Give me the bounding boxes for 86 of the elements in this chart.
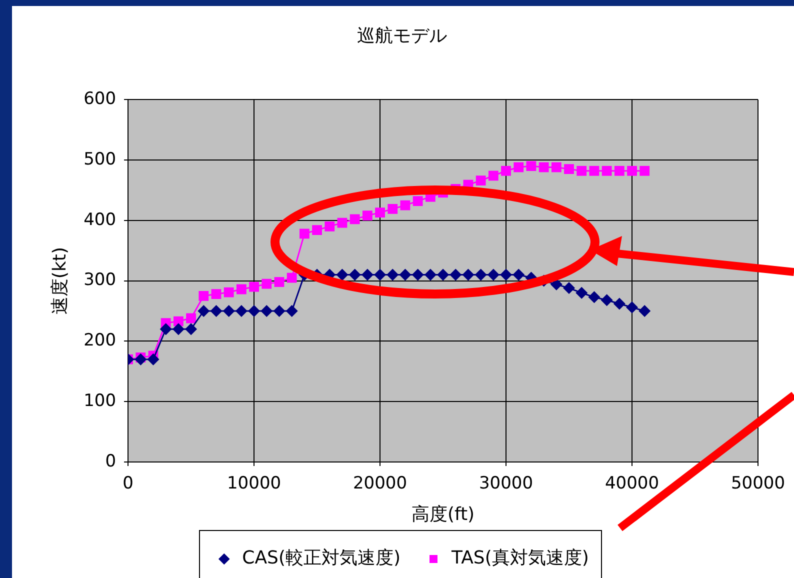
point — [324, 221, 335, 232]
point — [160, 323, 172, 336]
point — [614, 166, 624, 176]
x-tick-label: 30000 — [478, 474, 534, 494]
y-tick-label: 0 — [105, 451, 116, 472]
point — [348, 268, 361, 281]
point — [260, 305, 273, 317]
point — [386, 268, 399, 281]
point — [312, 225, 322, 236]
point — [286, 272, 297, 283]
point — [186, 313, 196, 324]
point — [375, 208, 385, 218]
point — [198, 305, 210, 317]
point — [361, 268, 374, 281]
point — [564, 164, 574, 174]
point — [235, 305, 248, 317]
point — [224, 287, 234, 298]
point — [462, 268, 474, 281]
point — [450, 268, 462, 281]
point — [210, 305, 222, 317]
y-tick-label: 200 — [84, 330, 116, 351]
point — [437, 268, 450, 281]
x-axis-title: 高度(ft) — [411, 504, 475, 525]
point — [488, 170, 498, 181]
y-tick-label: 300 — [84, 270, 116, 290]
x-tick-label: 50000 — [730, 474, 786, 494]
y-tick-label: 400 — [84, 210, 116, 230]
point — [613, 298, 626, 310]
point — [399, 268, 412, 281]
point — [626, 301, 638, 314]
point — [222, 305, 235, 317]
point — [299, 228, 310, 239]
point — [273, 305, 286, 317]
point — [286, 305, 298, 317]
point — [350, 214, 360, 224]
y-tick-label: 600 — [84, 89, 116, 110]
point — [172, 323, 184, 336]
point — [249, 282, 259, 292]
point — [551, 162, 562, 172]
point — [374, 268, 386, 281]
point — [388, 204, 398, 214]
chart-title: 巡航モデル — [357, 25, 447, 46]
point — [198, 290, 209, 301]
point — [638, 305, 651, 317]
point — [400, 200, 410, 210]
point — [424, 268, 436, 281]
point — [412, 196, 423, 206]
point — [211, 289, 222, 300]
point — [274, 277, 284, 287]
point — [627, 166, 637, 176]
point — [236, 284, 246, 294]
x-tick-label: 20000 — [352, 474, 408, 494]
point — [336, 268, 348, 281]
x-tick-label: 10000 — [226, 474, 282, 494]
point — [514, 162, 524, 172]
point — [640, 166, 650, 176]
point — [563, 282, 576, 294]
point — [476, 176, 486, 186]
point — [412, 268, 424, 281]
legend-label: CAS(較正対気速度) — [242, 548, 400, 569]
point — [262, 278, 272, 289]
point — [600, 294, 613, 306]
point — [501, 166, 511, 176]
point — [538, 162, 549, 172]
point — [147, 353, 160, 366]
x-tick-label: 40000 — [604, 474, 660, 494]
point — [576, 286, 588, 299]
point — [337, 218, 348, 228]
point — [588, 291, 600, 304]
point — [526, 161, 536, 171]
point — [474, 268, 487, 281]
point — [589, 166, 600, 176]
point — [248, 305, 260, 317]
y-tick-label: 500 — [84, 149, 116, 170]
legend-label: TAS(真対気速度) — [450, 548, 589, 569]
point — [185, 323, 198, 336]
y-axis-title: 速度(kt) — [49, 247, 70, 315]
point — [362, 210, 372, 221]
point — [602, 166, 612, 176]
x-tick-label: 0 — [122, 474, 134, 494]
point — [134, 353, 147, 366]
point — [500, 268, 512, 281]
point — [576, 166, 587, 176]
point — [487, 268, 500, 281]
point — [512, 268, 525, 281]
y-tick-label: 100 — [84, 391, 116, 412]
